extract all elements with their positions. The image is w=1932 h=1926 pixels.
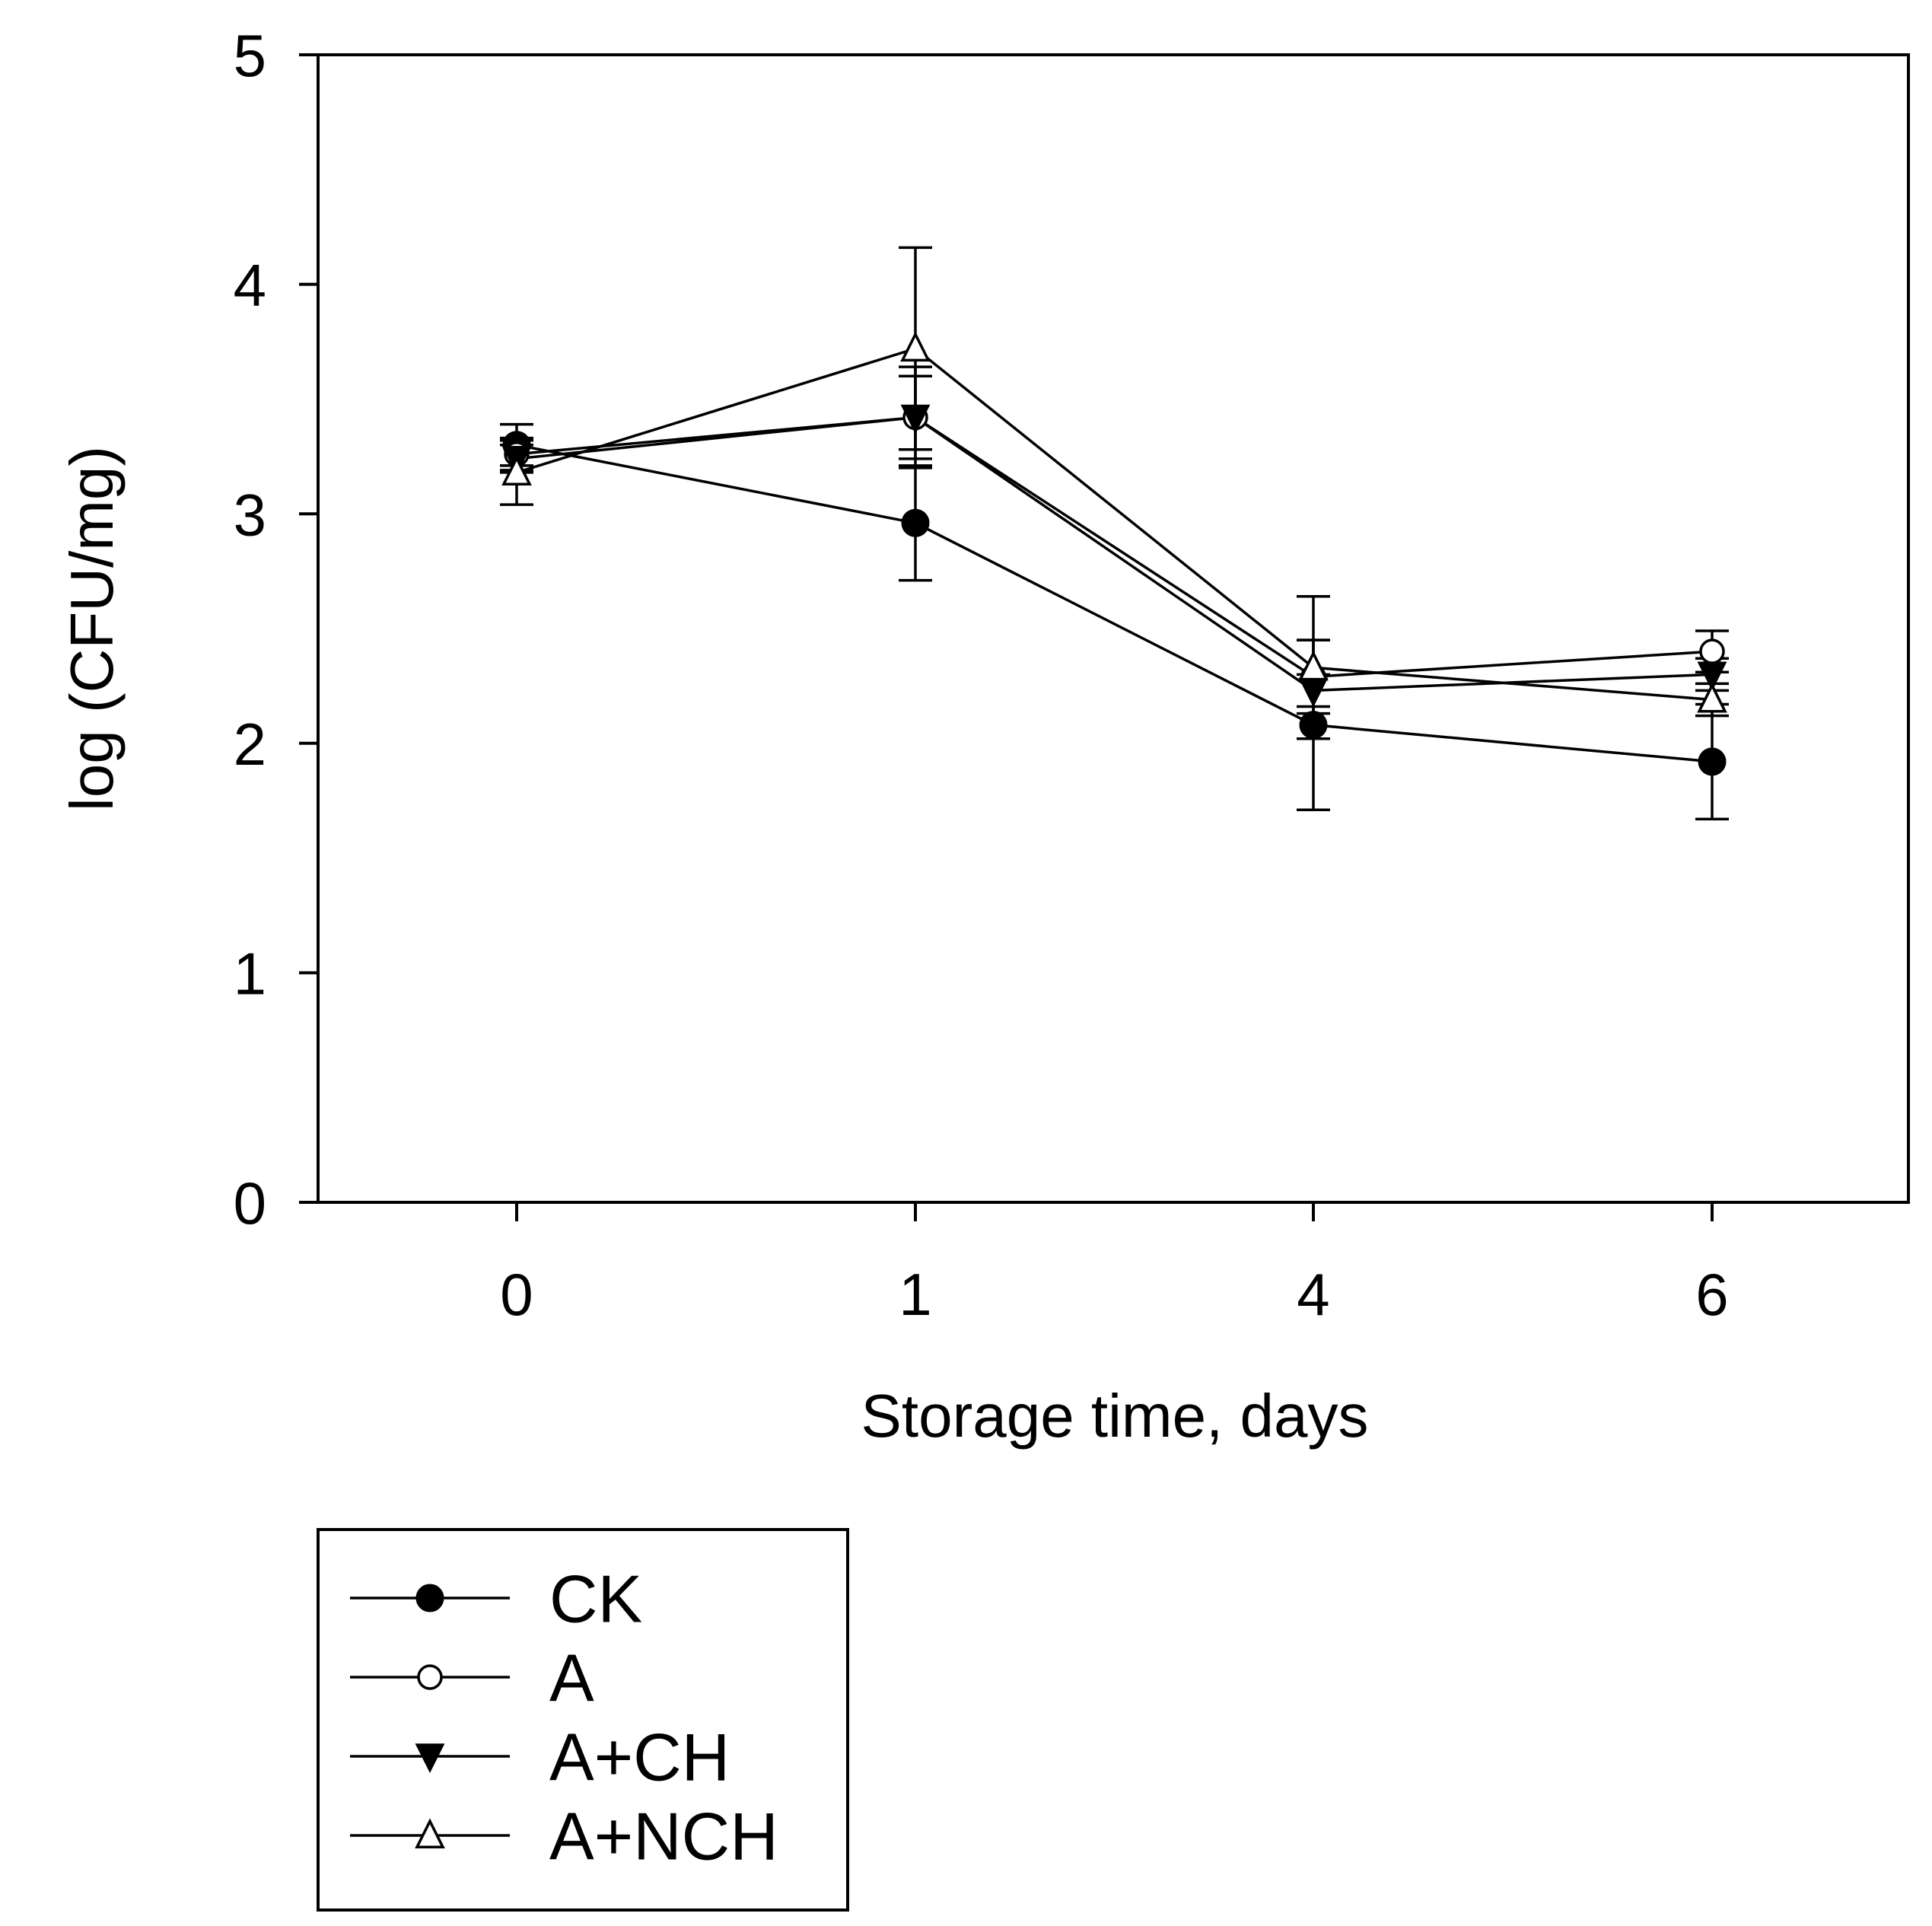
legend-label: A+NCH [549, 1799, 778, 1874]
y-tick-label: 0 [234, 1170, 266, 1237]
legend-marker [415, 1818, 445, 1849]
legend-label: A+CH [549, 1720, 730, 1795]
data-point-A+NCH [1697, 682, 1727, 713]
data-point-CK [901, 508, 930, 537]
x-tick-label: 1 [899, 1261, 931, 1328]
data-point-A+NCH [900, 331, 931, 362]
x-tick-label: 0 [500, 1261, 533, 1328]
y-axis: 0 1 2 3 4 5 [234, 22, 318, 1237]
x-tick-label: 6 [1695, 1261, 1728, 1328]
data-point-A+NCH [501, 455, 532, 485]
x-tick-label: 4 [1297, 1261, 1329, 1328]
data-point-A [1699, 638, 1725, 664]
series-line-A+CH [516, 415, 1713, 692]
data-point-A+CH [1298, 677, 1329, 708]
legend-label: A [549, 1641, 594, 1716]
y-axis-title: log (CFU/mg) [58, 446, 126, 811]
data-point-A+CH [900, 404, 931, 435]
series-lines [516, 347, 1713, 763]
data-point-A+NCH [1298, 650, 1329, 681]
series-line-A+NCH [516, 347, 1713, 702]
y-tick-label: 2 [234, 711, 266, 778]
legend-box [317, 1528, 849, 1912]
legend-marker [415, 1743, 445, 1774]
y-tick-label: 3 [234, 481, 266, 548]
y-tick-label: 1 [234, 940, 266, 1007]
series-line-A [516, 415, 1713, 679]
plot-frame [317, 53, 1910, 1204]
data-point-CK [1698, 747, 1727, 776]
legend-label: CK [549, 1561, 642, 1637]
y-tick-label: 4 [234, 252, 266, 319]
series-line-CK [516, 444, 1713, 763]
y-tick-label: 5 [234, 22, 266, 89]
x-axis: 0 1 4 6 [500, 1202, 1729, 1328]
x-axis-title: Storage time, days [861, 1382, 1369, 1450]
legend-marker [417, 1664, 443, 1690]
error-bars [500, 246, 1729, 821]
data-point-A+CH [1697, 661, 1727, 692]
series-markers [501, 331, 1727, 776]
legend-marker [415, 1584, 444, 1612]
data-point-CK [1299, 711, 1328, 740]
